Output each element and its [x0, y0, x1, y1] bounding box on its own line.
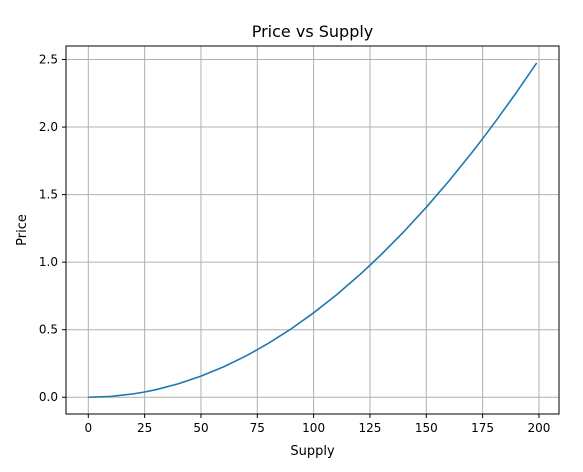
x-tick-label: 125: [359, 421, 382, 435]
x-axis-label: Supply: [290, 444, 335, 459]
x-tick-label: 200: [527, 421, 550, 435]
plot-frame: [65, 45, 560, 415]
series-line: [88, 62, 538, 399]
grid: [66, 46, 559, 414]
x-tick-label: 75: [250, 421, 265, 435]
ticks: 0 25 50 75 100 125 150 175 200 0.0 0.5 1.0 1.5 2.0 2.5: [39, 53, 550, 435]
chart-title: Price vs Supply: [252, 22, 374, 41]
y-axis-label: Price: [15, 214, 30, 246]
x-tick-label: 25: [137, 421, 152, 435]
x-tick-label: 150: [415, 421, 438, 435]
y-tick-label: 1.5: [39, 188, 58, 202]
y-tick-label: 0.0: [39, 390, 58, 404]
x-tick-label: 50: [193, 421, 208, 435]
y-tick-label: 0.5: [39, 323, 58, 337]
x-tick-label: 175: [471, 421, 494, 435]
y-tick-label: 1.0: [39, 255, 58, 269]
y-tick-label: 2.0: [39, 120, 58, 134]
x-tick-label: 0: [84, 421, 92, 435]
series-layer: [88, 62, 538, 399]
y-tick-label: 2.5: [39, 53, 58, 67]
x-tick-label: 100: [302, 421, 325, 435]
